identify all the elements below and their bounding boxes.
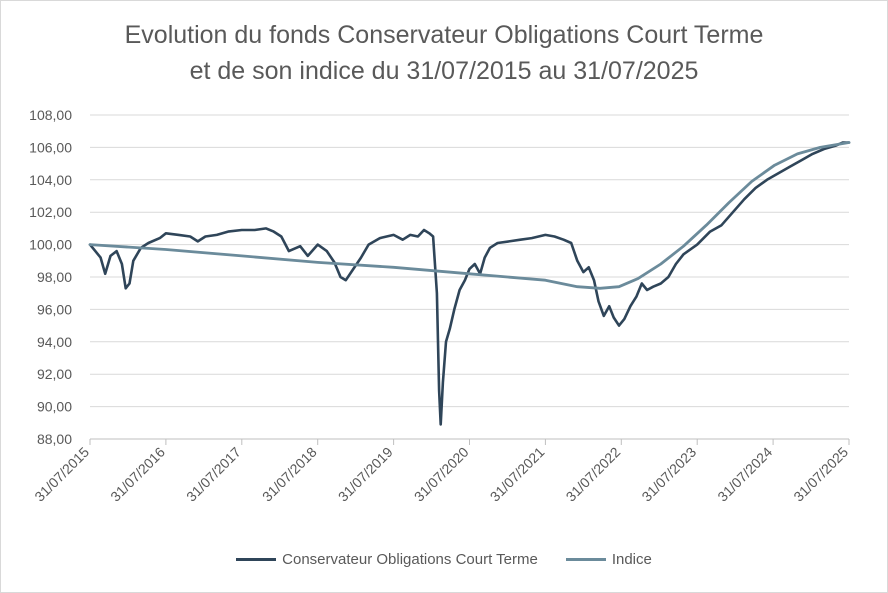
y-tick-label: 100,00 bbox=[29, 237, 72, 253]
legend: Conservateur Obligations Court Terme Ind… bbox=[1, 551, 887, 568]
y-tick-label: 104,00 bbox=[29, 172, 72, 188]
x-tick-label: 31/07/2023 bbox=[638, 444, 699, 505]
y-tick-label: 88,00 bbox=[37, 431, 72, 447]
legend-label-index: Indice bbox=[611, 551, 652, 568]
legend-item-fund: Conservateur Obligations Court Terme bbox=[236, 551, 538, 568]
y-tick-label: 102,00 bbox=[29, 204, 72, 220]
x-tick-label: 31/07/2021 bbox=[487, 444, 548, 505]
y-tick-label: 92,00 bbox=[37, 366, 72, 382]
legend-swatch-fund bbox=[236, 558, 277, 561]
y-tick-label: 108,00 bbox=[29, 107, 72, 123]
series-line-fund bbox=[88, 141, 851, 426]
x-tick-label: 31/07/2015 bbox=[31, 444, 92, 505]
series-line-index bbox=[88, 141, 851, 290]
x-tick-label: 31/07/2016 bbox=[107, 444, 168, 505]
series-lines bbox=[88, 141, 851, 426]
x-tick-label: 31/07/2025 bbox=[790, 444, 851, 505]
chart-title-line-1: Evolution du fonds Conservateur Obligati… bbox=[124, 21, 764, 49]
y-tick-label: 94,00 bbox=[37, 334, 72, 350]
y-tick-label: 90,00 bbox=[37, 399, 72, 415]
x-tick-label: 31/07/2024 bbox=[714, 444, 775, 505]
x-axis-ticks: 31/07/2015 31/07/2016 31/07/2017 31/07/2018… bbox=[31, 439, 851, 505]
legend-label-fund: Conservateur Obligations Court Terme bbox=[282, 551, 538, 568]
x-tick-label: 31/07/2018 bbox=[259, 444, 320, 505]
legend-swatch-index bbox=[565, 558, 606, 561]
x-tick-label: 31/07/2022 bbox=[563, 444, 624, 505]
plot-area: 88,00 90,00 92,00 94,00 96,00 98,00 100,00 102,… bbox=[29, 107, 851, 505]
y-tick-label: 106,00 bbox=[29, 139, 72, 155]
x-tick-label: 31/07/2020 bbox=[411, 444, 472, 505]
y-tick-label: 98,00 bbox=[37, 269, 72, 285]
x-tick-label: 31/07/2019 bbox=[335, 444, 396, 505]
legend-item-index: Indice bbox=[565, 551, 652, 568]
x-tick-label: 31/07/2017 bbox=[183, 444, 244, 505]
chart-title-line-2: et de son indice du 31/07/2015 au 31/07/… bbox=[189, 57, 699, 85]
gridlines bbox=[90, 114, 849, 440]
y-axis-ticks: 88,00 90,00 92,00 94,00 96,00 98,00 100,00 102,… bbox=[29, 107, 72, 447]
y-tick-label: 96,00 bbox=[37, 301, 72, 317]
